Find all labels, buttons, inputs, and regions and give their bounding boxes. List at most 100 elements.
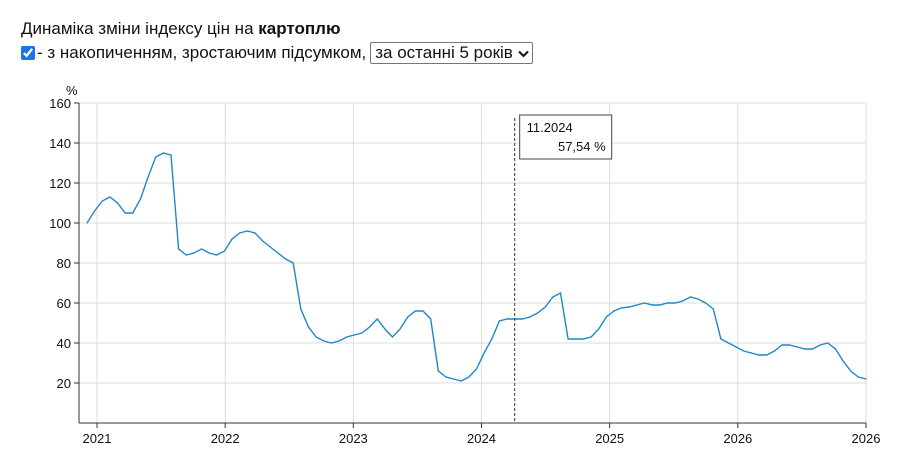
data-point bbox=[789, 344, 791, 346]
data-point bbox=[170, 154, 172, 156]
data-point bbox=[323, 340, 325, 342]
data-point bbox=[430, 318, 432, 320]
period-select[interactable]: за останні 5 років bbox=[370, 42, 533, 64]
data-point bbox=[804, 348, 806, 350]
chart-controls: - з накопиченням, зростаючим підсумком, … bbox=[21, 42, 533, 64]
data-point bbox=[369, 326, 371, 328]
y-tick-label: 160 bbox=[49, 96, 71, 111]
data-point bbox=[262, 240, 264, 242]
data-point bbox=[422, 310, 424, 312]
data-point bbox=[315, 336, 317, 338]
tooltip-date: 11.2024 bbox=[527, 120, 573, 135]
data-point bbox=[613, 310, 615, 312]
data-point bbox=[460, 380, 462, 382]
data-point bbox=[292, 262, 294, 264]
series-points bbox=[86, 152, 867, 382]
y-tick-label: 80 bbox=[57, 256, 71, 271]
x-tick-label: 2025 bbox=[595, 431, 624, 446]
series-line bbox=[86, 152, 867, 382]
data-point bbox=[598, 328, 600, 330]
x-tick-label: 2026 bbox=[852, 431, 881, 446]
data-point bbox=[537, 312, 539, 314]
data-point bbox=[567, 338, 569, 340]
data-point bbox=[407, 316, 409, 318]
data-point bbox=[399, 328, 401, 330]
data-point bbox=[758, 354, 760, 356]
data-point bbox=[628, 306, 630, 308]
chart-heading: Динаміка зміни індексу цін на картоплю bbox=[21, 19, 340, 39]
data-point bbox=[750, 352, 753, 354]
y-tick-label: 120 bbox=[49, 176, 71, 191]
y-tick-label: 140 bbox=[49, 136, 71, 151]
y-tick-label: 60 bbox=[57, 296, 71, 311]
data-point bbox=[796, 346, 798, 348]
data-point bbox=[857, 376, 860, 378]
data-point bbox=[132, 212, 134, 214]
data-point bbox=[552, 296, 554, 298]
data-point bbox=[116, 202, 119, 204]
data-point bbox=[124, 212, 126, 214]
data-point bbox=[827, 342, 829, 344]
x-tick-label: 2022 bbox=[211, 431, 240, 446]
y-tick-label: 40 bbox=[57, 336, 71, 351]
data-point bbox=[246, 230, 248, 232]
data-point bbox=[445, 376, 447, 378]
data-point bbox=[636, 304, 638, 306]
data-point bbox=[720, 338, 722, 340]
data-point bbox=[865, 378, 867, 380]
data-point bbox=[147, 176, 149, 178]
cumulative-checkbox[interactable] bbox=[21, 46, 35, 60]
tooltip-value: 57,54 % bbox=[558, 139, 606, 154]
data-point bbox=[682, 300, 684, 302]
data-point bbox=[475, 368, 478, 370]
data-point bbox=[414, 310, 416, 312]
data-point bbox=[697, 298, 699, 300]
period-select-value: за останні 5 років bbox=[375, 43, 513, 62]
data-point bbox=[590, 336, 592, 338]
data-point bbox=[330, 342, 332, 344]
x-axis-ticks: 2021 2022 2023 2024 2025 2026 2026 bbox=[83, 423, 881, 446]
data-point bbox=[674, 302, 676, 304]
y-tick-label: 20 bbox=[57, 376, 71, 391]
data-point bbox=[521, 318, 523, 320]
data-point bbox=[834, 348, 837, 350]
heading-product: картоплю bbox=[258, 19, 341, 38]
data-point bbox=[109, 196, 111, 198]
data-point bbox=[727, 342, 730, 344]
x-tick-label: 2024 bbox=[467, 431, 496, 446]
data-point bbox=[231, 238, 233, 240]
data-point bbox=[453, 378, 455, 380]
data-point bbox=[338, 340, 340, 342]
data-point bbox=[307, 326, 310, 328]
tooltip-box bbox=[519, 114, 613, 160]
data-point bbox=[437, 370, 439, 372]
data-point bbox=[285, 258, 287, 260]
data-point bbox=[575, 338, 577, 340]
data-point bbox=[559, 292, 562, 294]
data-point bbox=[391, 336, 394, 338]
heading-prefix: Динаміка зміни індексу цін на bbox=[21, 19, 259, 38]
data-point bbox=[277, 252, 279, 254]
data-point bbox=[346, 336, 348, 338]
y-tick-label: 100 bbox=[49, 216, 71, 231]
x-tick-label: 2021 bbox=[83, 431, 112, 446]
chart-grid bbox=[79, 102, 867, 423]
tooltip: 11.2024 57,54 % bbox=[519, 114, 613, 160]
data-point bbox=[139, 198, 142, 200]
data-point bbox=[361, 332, 363, 334]
chevron-down-icon bbox=[518, 42, 529, 64]
data-point bbox=[178, 248, 180, 250]
data-point bbox=[468, 376, 470, 378]
data-point bbox=[735, 346, 737, 348]
data-point bbox=[201, 248, 203, 250]
data-point bbox=[491, 338, 493, 340]
data-point bbox=[94, 210, 96, 212]
data-point bbox=[101, 200, 103, 202]
data-point bbox=[239, 232, 241, 234]
data-point bbox=[605, 316, 607, 318]
data-point bbox=[300, 308, 302, 310]
x-tick-label: 2026 bbox=[723, 431, 752, 446]
data-point bbox=[155, 156, 157, 158]
data-point bbox=[376, 318, 378, 320]
